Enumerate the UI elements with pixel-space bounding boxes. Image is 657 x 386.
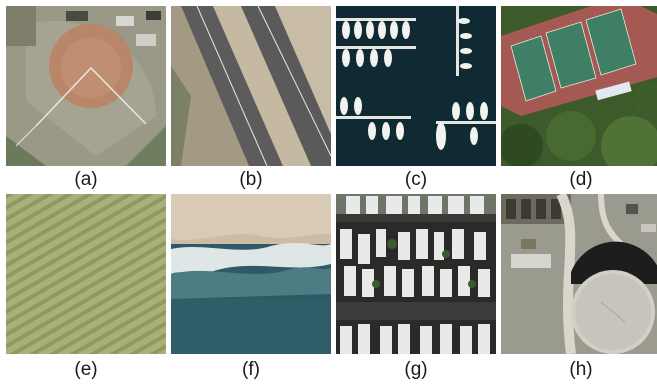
panel-label: (d) [569, 169, 593, 190]
baseball-diamond-image [6, 6, 166, 166]
panel-label: (e) [74, 359, 98, 380]
tennis-courts-image [501, 6, 657, 166]
panel-label: (h) [569, 359, 593, 380]
highway-image [171, 6, 331, 166]
panel-label: (g) [404, 359, 428, 380]
panel-label: (b) [239, 169, 263, 190]
panel-label: (f) [242, 359, 260, 380]
storage-tank-image [501, 194, 657, 354]
panel-label: (a) [74, 169, 98, 190]
panel-label: (c) [404, 169, 428, 190]
agricultural-field-image [6, 194, 166, 354]
beach-image [171, 194, 331, 354]
mobile-home-park-image [336, 194, 496, 354]
marina-image [336, 6, 496, 166]
